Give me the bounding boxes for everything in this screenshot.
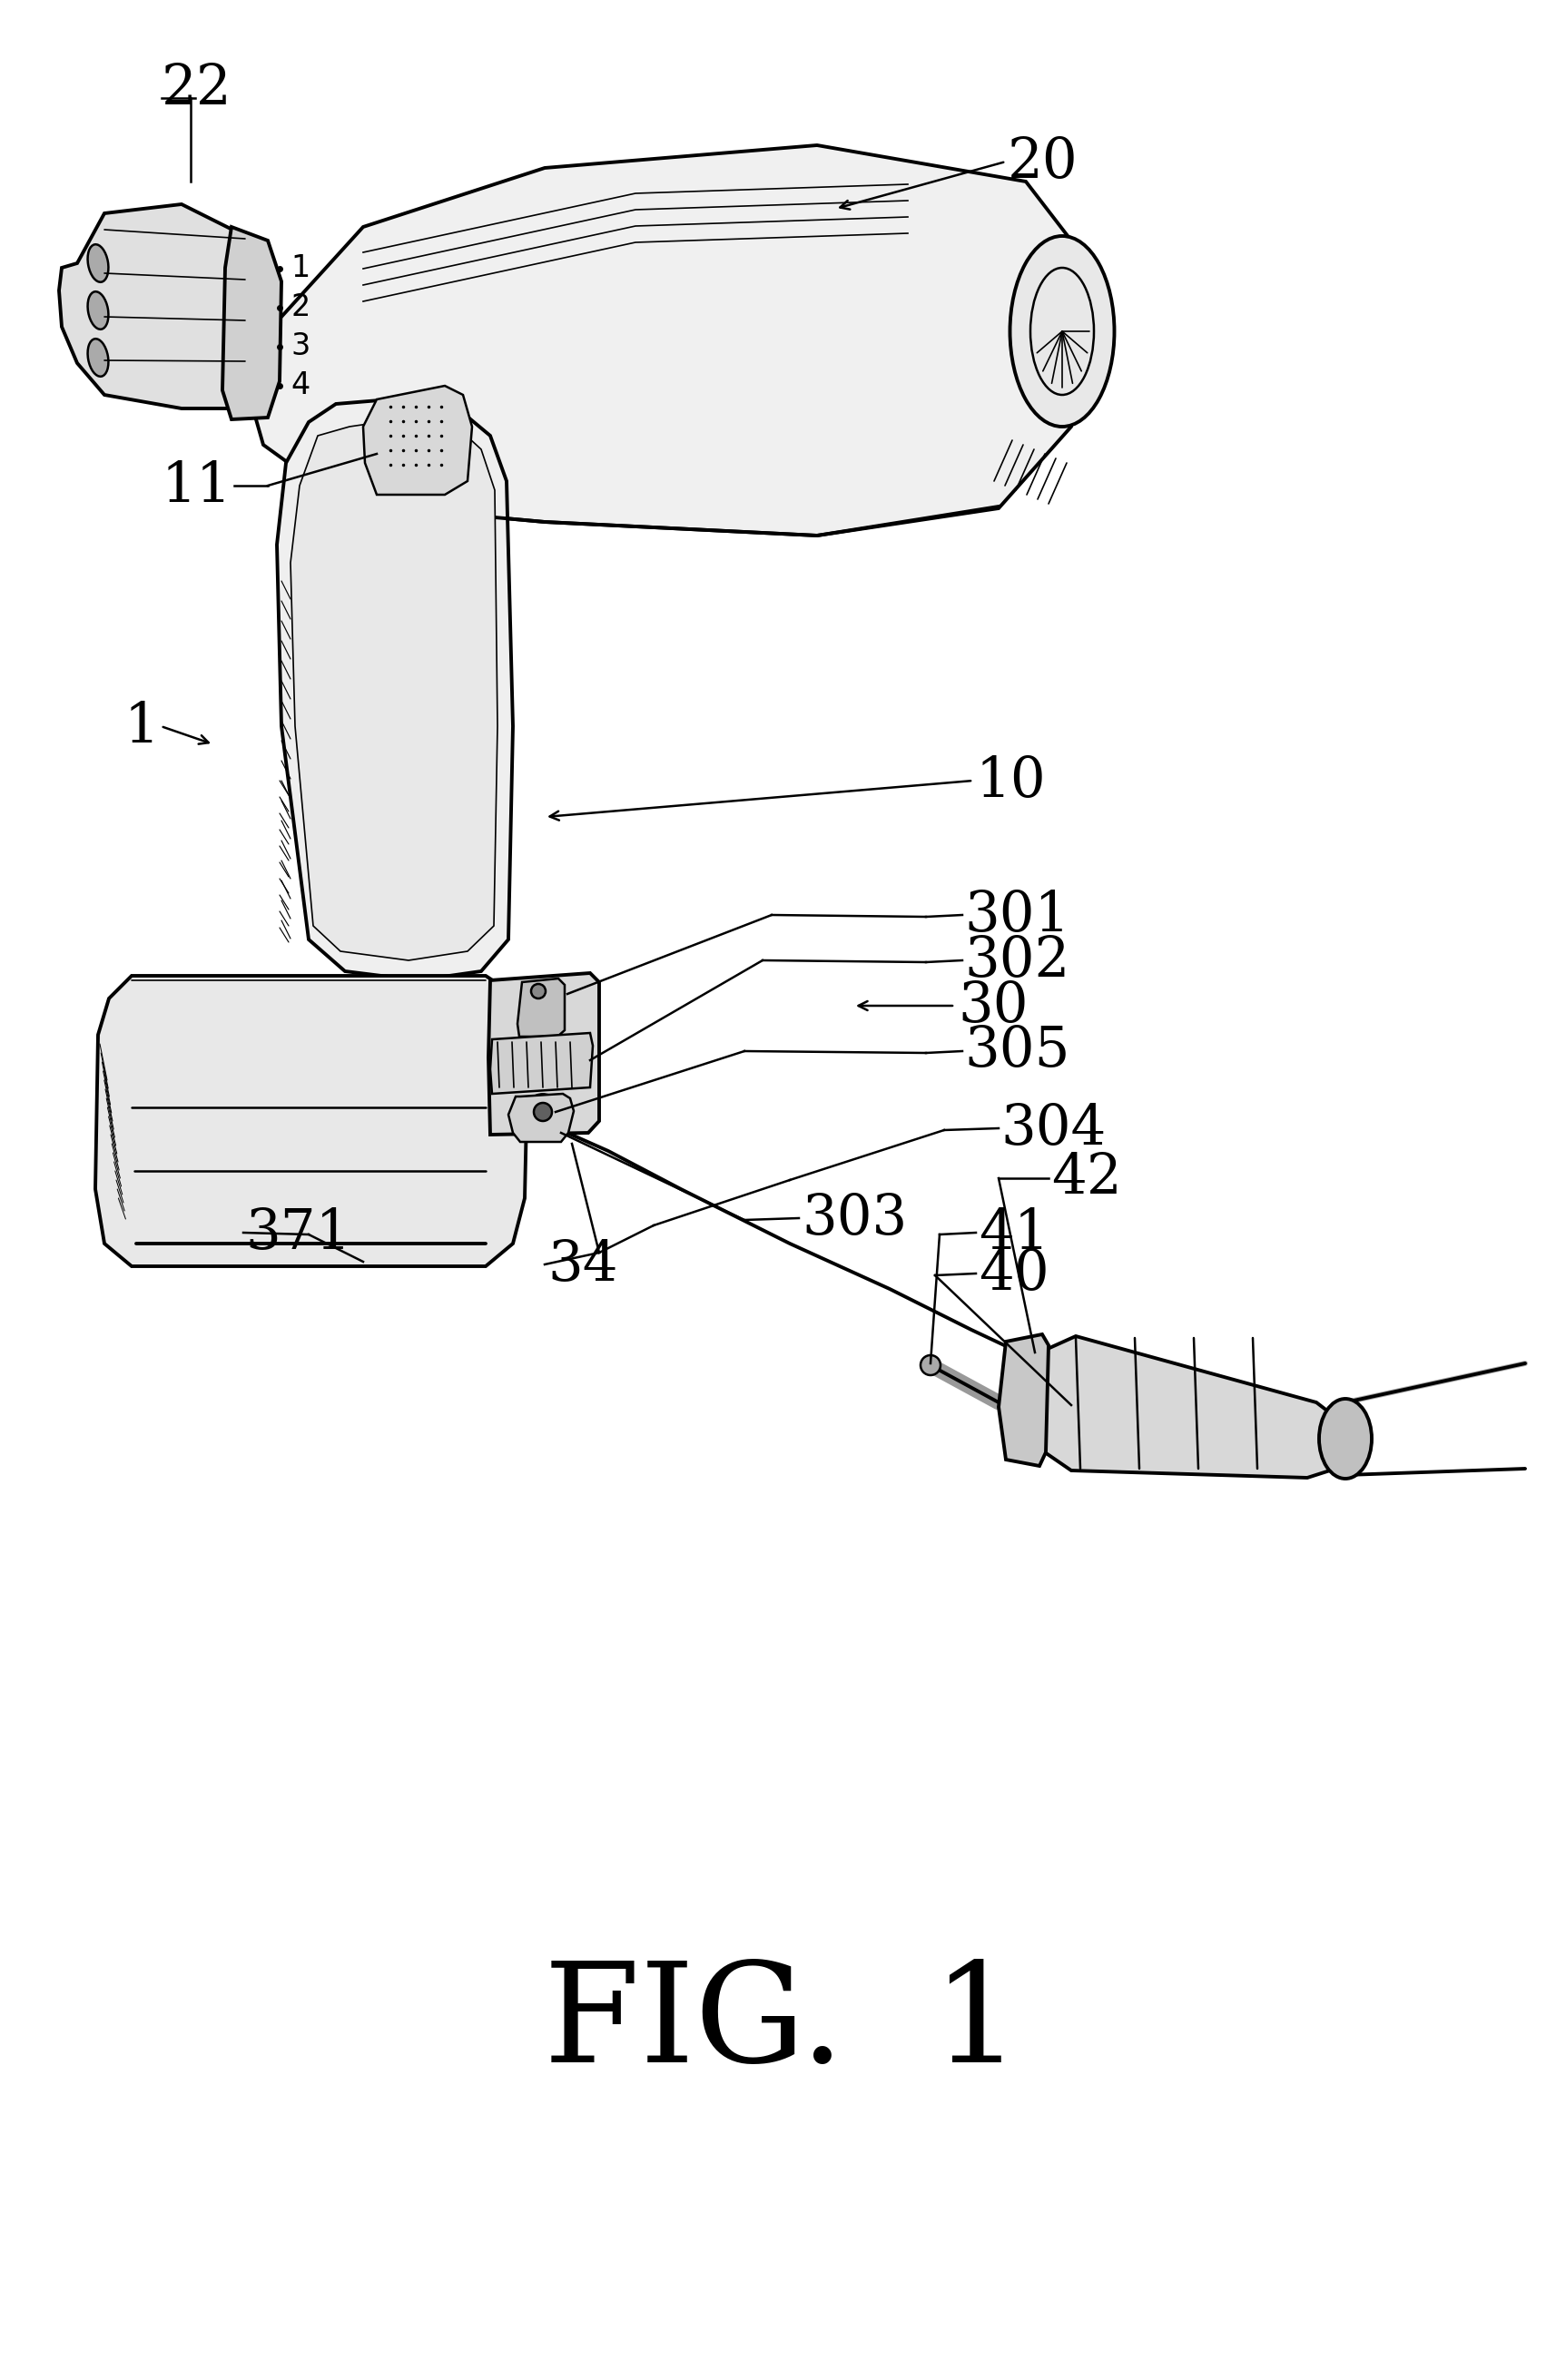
Polygon shape [246,145,1090,536]
Polygon shape [1035,1335,1344,1478]
Ellipse shape [88,245,108,283]
Text: 34: 34 [548,1238,619,1292]
Polygon shape [999,1335,1049,1466]
Ellipse shape [534,1102,551,1121]
Polygon shape [277,400,514,981]
Text: 371: 371 [246,1204,351,1259]
Text: 303: 303 [802,1190,907,1245]
Text: 301: 301 [965,888,1070,942]
Polygon shape [490,1033,594,1095]
Polygon shape [222,226,282,419]
Polygon shape [96,976,528,1266]
Text: 304: 304 [1001,1102,1106,1157]
Text: 41: 41 [979,1204,1049,1259]
Polygon shape [517,978,565,1038]
Text: 11: 11 [161,459,232,512]
Text: 10: 10 [976,754,1046,807]
Polygon shape [291,419,498,962]
Ellipse shape [88,293,108,328]
Text: 302: 302 [965,933,1070,988]
Ellipse shape [1010,236,1115,426]
Text: 305: 305 [965,1023,1070,1078]
Text: 3: 3 [291,331,310,362]
Text: 42: 42 [1051,1152,1121,1204]
Text: 20: 20 [1007,133,1077,188]
Ellipse shape [921,1354,941,1376]
Text: 22: 22 [161,62,232,117]
Ellipse shape [1319,1399,1372,1478]
Polygon shape [363,386,471,495]
Ellipse shape [531,983,545,1000]
Text: FIG.  1: FIG. 1 [543,1956,1021,2092]
Text: 1: 1 [291,252,310,283]
Text: 30: 30 [958,978,1029,1033]
Text: 1: 1 [124,700,158,754]
Text: 40: 40 [979,1247,1049,1302]
Polygon shape [60,205,254,409]
Text: 4: 4 [291,369,310,400]
Text: 2: 2 [291,293,310,321]
Ellipse shape [88,338,108,376]
Polygon shape [489,973,600,1135]
Ellipse shape [526,1095,561,1128]
Polygon shape [509,1095,573,1142]
